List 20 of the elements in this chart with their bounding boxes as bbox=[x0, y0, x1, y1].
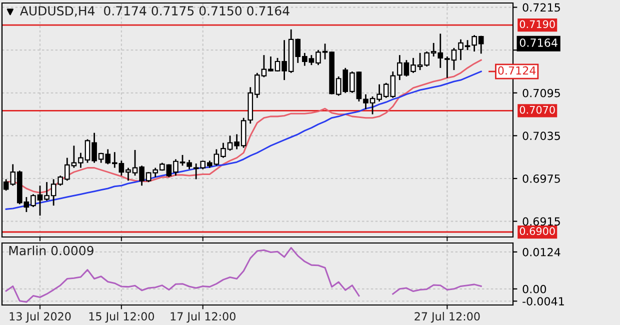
x-tick-label: 15 Jul 12:00 bbox=[89, 312, 154, 323]
ref-line-label: 0.6900 bbox=[520, 227, 555, 236]
x-tick-label: 17 Jul 12:00 bbox=[170, 312, 236, 323]
y-tick-label: 0.7215 bbox=[522, 3, 560, 12]
line-series bbox=[5, 70, 482, 210]
x-tick-label: 27 Jul 12:00 bbox=[414, 312, 480, 323]
ref-line-label: 0.7190 bbox=[520, 20, 555, 28]
chart-title: Marlin 0.0009 bbox=[9, 246, 94, 256]
y-tick-label: 0.7095 bbox=[522, 88, 560, 98]
y-tick-label: 0.7035 bbox=[522, 132, 560, 140]
y-tick-label: 0.6975 bbox=[522, 174, 560, 183]
y-tick-label: 0.6915 bbox=[522, 217, 560, 226]
y-tick-label: -0.0041 bbox=[522, 297, 564, 306]
ref-line-label: 0.7070 bbox=[520, 106, 555, 114]
x-tick-label: 13 Jul 2020 bbox=[10, 312, 71, 323]
text: 0.7164 bbox=[520, 38, 558, 47]
chart-title: AUDUSD,H4 0.7174 0.7175 0.7150 0.7164 bbox=[20, 6, 290, 17]
text: 0.7124 bbox=[498, 66, 536, 75]
y-tick-label: 0.0124 bbox=[522, 248, 560, 256]
y-tick-label: 0.00 bbox=[522, 284, 546, 294]
